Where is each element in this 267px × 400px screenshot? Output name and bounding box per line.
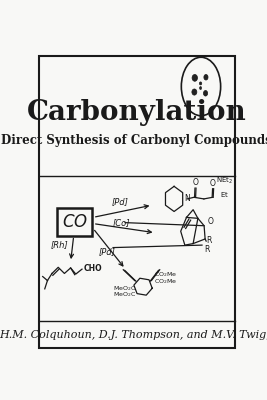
Text: R: R [206,236,211,245]
Text: $\mathit{CO}$: $\mathit{CO}$ [62,214,88,230]
Circle shape [181,57,221,116]
Text: $\mathrm{Et}$: $\mathrm{Et}$ [220,190,229,199]
Ellipse shape [199,86,202,90]
Text: Carbonylation: Carbonylation [27,99,247,126]
Text: $\mathrm{CO_2Me}$: $\mathrm{CO_2Me}$ [154,270,178,280]
Text: [Rh]: [Rh] [51,241,69,250]
Text: Direct Synthesis of Carbonyl Compounds: Direct Synthesis of Carbonyl Compounds [1,134,267,147]
Text: [Pd]: [Pd] [112,198,129,207]
Text: R: R [204,245,210,254]
Ellipse shape [192,89,197,95]
Ellipse shape [204,74,208,80]
Text: $\mathrm{NEt_2}$: $\mathrm{NEt_2}$ [216,176,233,186]
Text: H.M. Colquhoun, D.J. Thompson, and M.V. Twigg: H.M. Colquhoun, D.J. Thompson, and M.V. … [0,330,267,340]
Text: $\mathrm{CO_2Me}$: $\mathrm{CO_2Me}$ [154,277,178,286]
Text: CHO: CHO [84,264,102,273]
Text: N: N [185,194,190,203]
Text: O: O [207,217,213,226]
FancyBboxPatch shape [57,208,92,236]
Text: $\mathrm{MeO_2C}$: $\mathrm{MeO_2C}$ [113,290,136,299]
Ellipse shape [199,82,202,85]
Text: O: O [192,178,198,187]
Text: $\mathrm{MeO_2C}$: $\mathrm{MeO_2C}$ [113,284,136,293]
Text: [Co]: [Co] [113,218,130,227]
Text: [Pd]: [Pd] [99,247,115,256]
Ellipse shape [203,90,208,96]
Text: O: O [210,178,216,188]
Ellipse shape [192,74,198,81]
